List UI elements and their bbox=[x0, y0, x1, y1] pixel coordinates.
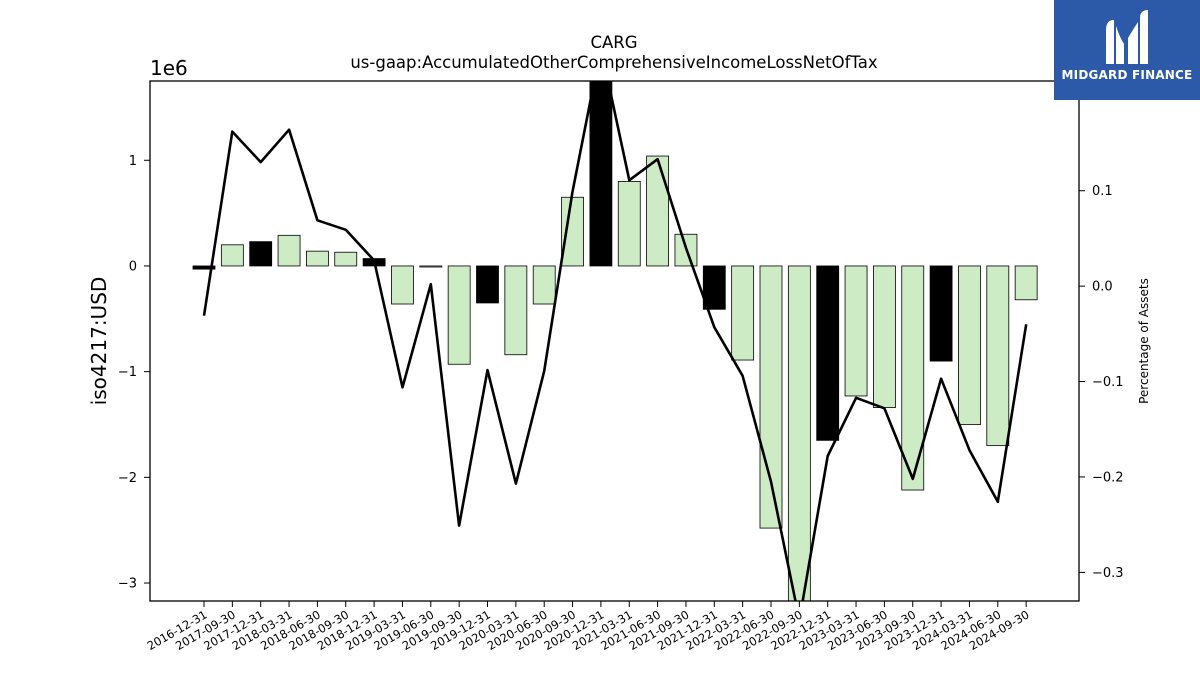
bar-2023-03-31 bbox=[844, 265, 868, 397]
percentage-of-assets-line bbox=[202, 81, 1028, 601]
plot-frame bbox=[149, 80, 1080, 602]
y2-tick-label: −0.2 bbox=[1092, 470, 1124, 485]
bar-2019-12-31 bbox=[476, 265, 499, 304]
y2-tick-label: −0.3 bbox=[1092, 566, 1124, 581]
y2-tick-label: 0.1 bbox=[1092, 184, 1113, 199]
midgard-finance-logo: MIDGARD FINANCE bbox=[1054, 0, 1200, 100]
bar-2021-06-30 bbox=[646, 155, 669, 267]
bar-2023-12-31 bbox=[929, 265, 953, 362]
bar-2016-12-31 bbox=[192, 265, 216, 270]
y-tick-label: 1 bbox=[129, 154, 137, 169]
y2-axis-label: Percentage of Assets bbox=[1137, 278, 1151, 404]
y-axis-right: 0.20.10.0−0.1−0.2−0.3 bbox=[1079, 89, 1124, 581]
midgard-m-icon bbox=[1106, 10, 1148, 64]
line-series bbox=[202, 81, 1028, 601]
bar-2022-03-31 bbox=[731, 265, 755, 361]
y-offset-label: 1e6 bbox=[150, 56, 188, 80]
bar-2022-06-30 bbox=[759, 265, 783, 529]
bar-2020-09-30 bbox=[561, 196, 584, 267]
bar-2019-03-31 bbox=[391, 265, 414, 305]
bar-2024-03-31 bbox=[958, 265, 981, 425]
y-axis-label: iso4217:USD bbox=[87, 277, 111, 406]
bar-2020-12-31 bbox=[589, 81, 613, 267]
bar-2017-12-31 bbox=[249, 241, 273, 267]
bar-2017-09-30 bbox=[220, 244, 244, 267]
bar-2024-09-30 bbox=[1014, 265, 1038, 301]
bar-2020-06-30 bbox=[532, 265, 556, 305]
y-tick-label: −2 bbox=[118, 471, 137, 486]
bar-2020-03-31 bbox=[504, 265, 528, 356]
bar-2021-03-31 bbox=[617, 181, 641, 267]
logo-text: MIDGARD FINANCE bbox=[1061, 68, 1193, 82]
bar-2019-09-30 bbox=[447, 265, 471, 365]
bar-2018-03-31 bbox=[277, 234, 301, 267]
y2-tick-label: −0.1 bbox=[1092, 375, 1124, 390]
y-tick-label: −3 bbox=[118, 577, 137, 592]
bar-2018-09-30 bbox=[334, 251, 358, 267]
bar-2021-12-31 bbox=[702, 265, 726, 310]
bar-2023-06-30 bbox=[873, 265, 896, 408]
y-axis-left: 1 0 −1 −2 −3 bbox=[118, 154, 150, 592]
bar-series bbox=[192, 81, 1038, 601]
chart-subtitle: us-gaap:AccumulatedOtherComprehensiveInc… bbox=[350, 53, 878, 72]
bar-2022-12-31 bbox=[816, 265, 840, 441]
y-tick-label: 0 bbox=[129, 259, 137, 274]
y2-tick-label: 0.0 bbox=[1092, 280, 1113, 295]
x-axis: 2016-12-312017-09-302017-12-312018-03-31… bbox=[145, 601, 1032, 653]
bar-2023-09-30 bbox=[901, 265, 925, 491]
bar-2018-06-30 bbox=[305, 250, 329, 267]
chart-title: CARG bbox=[590, 33, 637, 52]
bar-2019-06-30 bbox=[419, 265, 443, 268]
bar-2022-09-30 bbox=[787, 265, 811, 601]
y-tick-label: −1 bbox=[118, 365, 137, 380]
bar-2024-06-30 bbox=[986, 265, 1010, 447]
